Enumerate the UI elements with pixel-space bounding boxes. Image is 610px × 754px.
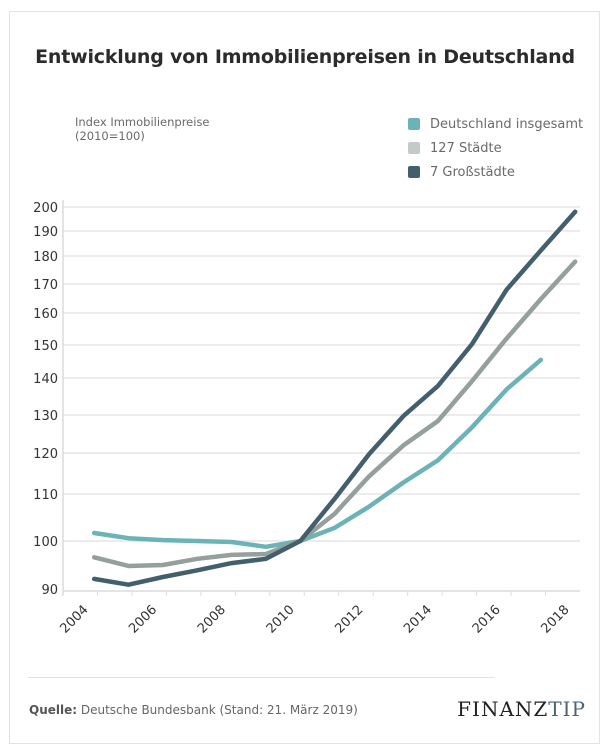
y-tick-label: 140: [33, 372, 58, 387]
y-axis-label-sub: (2010=100): [75, 129, 145, 143]
y-axis-label: Index Immobilienpreise (2010=100): [75, 115, 210, 143]
legend-label: 127 Städte: [430, 140, 502, 156]
y-tick-label: 90: [41, 583, 58, 598]
series-line-deutschland-insgesamt: [91, 357, 544, 550]
legend-item-deutschland: Deutschland insgesamt: [408, 112, 583, 136]
source-text: Deutsche Bundesbank (Stand: 21. März 201…: [77, 703, 358, 717]
legend-label: Deutschland insgesamt: [430, 116, 584, 132]
legend-swatch: [408, 166, 420, 178]
x-tick-label: 2018: [539, 603, 573, 637]
y-tick-label: 150: [33, 339, 58, 354]
x-tick-label: 2008: [195, 603, 229, 637]
series-line-127-st-dte: [91, 259, 578, 569]
brand-main: FINANZ: [457, 697, 549, 721]
legend-item-7-grossstaedte: 7 Großstädte: [408, 160, 583, 184]
y-axis-label-main: Index Immobilienpreise: [75, 115, 210, 129]
y-tick-label: 160: [33, 307, 58, 322]
y-tick-label: 130: [33, 409, 58, 424]
y-tick-label: 190: [33, 225, 58, 240]
x-tick-label: 2006: [126, 603, 160, 637]
legend-swatch: [408, 118, 420, 130]
y-tick-label: 180: [33, 250, 58, 265]
x-tick-label: 2014: [401, 603, 435, 637]
legend-swatch: [408, 142, 420, 154]
footer-divider: [28, 677, 494, 678]
y-tick-label: 170: [33, 278, 58, 293]
y-tick-label: 100: [33, 535, 58, 550]
x-tick-label: 2010: [264, 603, 298, 637]
legend-item-127-staedte: 127 Städte: [408, 136, 583, 160]
brand-logo: FINANZTIP: [457, 697, 586, 721]
y-tick-label: 110: [33, 488, 58, 503]
x-tick-label: 2012: [332, 603, 366, 637]
brand-accent: TIP: [548, 697, 586, 721]
source-note: Quelle: Deutsche Bundesbank (Stand: 21. …: [29, 703, 358, 717]
chart-title: Entwicklung von Immobilienpreisen in Deu…: [35, 46, 575, 68]
legend: Deutschland insgesamt 127 Städte 7 Großs…: [408, 112, 583, 184]
x-tick-label: 2016: [470, 603, 504, 637]
legend-label: 7 Großstädte: [430, 164, 515, 180]
y-tick-label: 200: [33, 201, 58, 216]
x-tick-label: 2004: [58, 603, 92, 637]
line-chart: 90 100 110 120 130 140 150 160 170 180 190 200 2004 2…: [33, 200, 580, 637]
y-tick-label: 120: [33, 447, 58, 462]
source-label: Quelle:: [29, 703, 78, 717]
